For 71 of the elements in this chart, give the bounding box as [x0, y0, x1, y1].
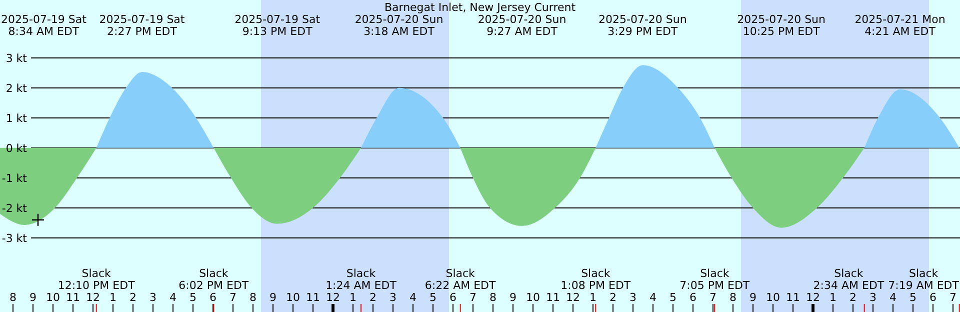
- annotation: Slack 6:22 AM EDT: [424, 267, 496, 292]
- annotation: Slack 7:19 AM EDT: [888, 267, 960, 292]
- annotation: Slack 1:08 PM EDT: [560, 267, 631, 292]
- x-tick-label: 5: [910, 291, 916, 304]
- x-tick-label: 10: [526, 291, 540, 304]
- x-tick-label: 2: [850, 291, 856, 304]
- y-tick-label: 1 kt: [6, 112, 28, 125]
- x-tick-label: 9: [510, 291, 516, 304]
- y-tick-label: -1 kt: [2, 172, 28, 185]
- x-tick-label: 5: [190, 291, 196, 304]
- x-tick-label: 9: [750, 291, 756, 304]
- x-tick-label: 3: [390, 291, 396, 304]
- x-tick-label: 8: [250, 291, 256, 304]
- x-tick-label: 10: [766, 291, 780, 304]
- annotation: Slack 6:02 PM EDT: [178, 267, 249, 292]
- x-tick-label: 6: [210, 291, 216, 304]
- x-tick-label: 7: [230, 291, 236, 304]
- x-tick-label: 12: [806, 291, 820, 304]
- annotation: 2025-07-19 Sat 9:13 PM EDT: [234, 13, 321, 38]
- x-tick-label: 12: [326, 291, 340, 304]
- annotation: Slack 2:34 AM EDT: [813, 267, 884, 292]
- x-tick-label: 7: [470, 291, 476, 304]
- x-tick-label: 12: [566, 291, 580, 304]
- annotation: 2025-07-20 Sun 3:18 AM EDT: [354, 13, 444, 38]
- x-tick-label: 9: [270, 291, 276, 304]
- annotation: 2025-07-20 Sun 3:29 PM EDT: [598, 13, 687, 38]
- x-tick-label: 10: [286, 291, 300, 304]
- x-tick-label: 8: [10, 291, 16, 304]
- x-tick-label: 2: [130, 291, 136, 304]
- x-tick-label: 6: [450, 291, 456, 304]
- x-tick-label: 4: [890, 291, 896, 304]
- chart-title: Barnegat Inlet, New Jersey Current: [384, 1, 576, 14]
- y-tick-label: -3 kt: [2, 232, 28, 245]
- x-tick-label: 1: [590, 291, 596, 304]
- x-tick-label: 11: [66, 291, 80, 304]
- x-tick-label: 4: [170, 291, 176, 304]
- x-tick-label: 1: [110, 291, 116, 304]
- x-tick-label: 6: [690, 291, 696, 304]
- annotation: Slack 1:24 AM EDT: [326, 267, 397, 292]
- annotation: 2025-07-20 Sun 10:25 PM EDT: [737, 13, 826, 38]
- y-tick-label: 3 kt: [6, 52, 28, 65]
- annotation: 2025-07-21 Mon 4:21 AM EDT: [854, 13, 946, 38]
- annotation: 2025-07-19 Sat 2:27 PM EDT: [99, 13, 186, 38]
- x-tick-label: 5: [670, 291, 676, 304]
- y-tick-label: -2 kt: [2, 202, 28, 215]
- x-tick-label: 7: [950, 291, 956, 304]
- x-tick-label: 8: [490, 291, 496, 304]
- x-tick-label: 4: [410, 291, 416, 304]
- x-tick-label: 12: [86, 291, 100, 304]
- x-tick-label: 11: [546, 291, 560, 304]
- x-tick-label: 4: [650, 291, 656, 304]
- annotation: Slack 12:10 PM EDT: [58, 267, 136, 292]
- x-tick-label: 3: [630, 291, 636, 304]
- x-tick-label: 3: [870, 291, 876, 304]
- x-tick-label: 1: [830, 291, 836, 304]
- y-tick-label: 2 kt: [6, 82, 28, 95]
- x-tick-label: 9: [30, 291, 36, 304]
- x-tick-label: 2: [610, 291, 616, 304]
- x-tick-label: 6: [930, 291, 936, 304]
- annotation: 2025-07-19 Sat 8:34 AM EDT: [0, 13, 88, 38]
- annotation: 2025-07-20 Sun 9:27 AM EDT: [478, 13, 566, 38]
- x-tick-label: 5: [430, 291, 436, 304]
- x-tick-label: 8: [730, 291, 736, 304]
- x-tick-label: 11: [306, 291, 320, 304]
- x-tick-label: 3: [150, 291, 156, 304]
- x-tick-label: 1: [350, 291, 356, 304]
- x-tick-label: 10: [46, 291, 60, 304]
- x-tick-label: 11: [786, 291, 800, 304]
- x-tick-label: 7: [710, 291, 716, 304]
- annotation: Slack 7:05 PM EDT: [680, 267, 750, 292]
- x-tick-label: 2: [370, 291, 376, 304]
